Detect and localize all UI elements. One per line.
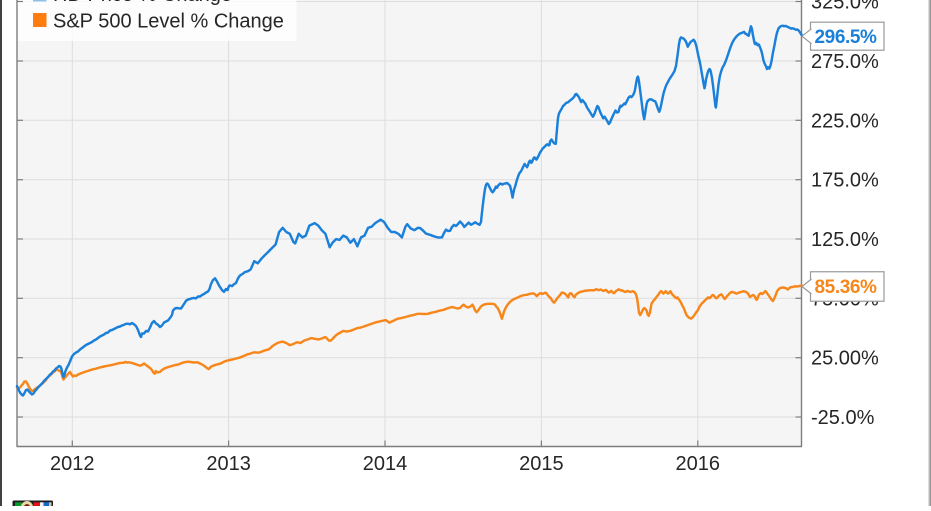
svg-text:125.0%: 125.0% — [811, 229, 879, 251]
svg-text:85.36%: 85.36% — [815, 277, 878, 298]
svg-text:325.0%: 325.0% — [811, 0, 879, 14]
svg-text:25.00%: 25.00% — [811, 348, 879, 370]
svg-text:S&P 500 Level % Change: S&P 500 Level % Change — [53, 11, 284, 33]
svg-text:2015: 2015 — [519, 453, 564, 475]
svg-text:-25.0%: -25.0% — [811, 407, 875, 429]
svg-text:2012: 2012 — [50, 453, 95, 475]
svg-text:HD Price % Change: HD Price % Change — [53, 0, 232, 6]
svg-text:2014: 2014 — [363, 453, 408, 475]
svg-text:275.0%: 275.0% — [811, 51, 879, 73]
svg-text:2013: 2013 — [206, 453, 251, 475]
svg-text:175.0%: 175.0% — [811, 170, 879, 192]
svg-text:296.5%: 296.5% — [815, 27, 878, 48]
svg-text:2016: 2016 — [676, 453, 721, 475]
svg-text:225.0%: 225.0% — [811, 110, 879, 132]
